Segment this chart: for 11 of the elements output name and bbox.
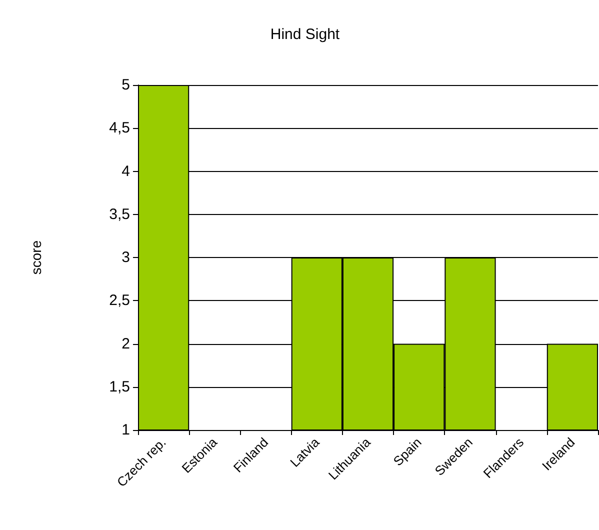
y-tick-label: 1,5 [109,378,130,396]
y-tick-label: 2 [122,335,130,352]
y-tick-label: 1 [122,422,130,438]
y-tick-label: 5 [122,76,130,94]
y-tick-label: 3,5 [109,206,130,223]
chart-title: Hind Sight [270,26,340,43]
y-tick-label: 3 [122,249,130,266]
y-axis-title: score [28,240,44,275]
y-tick-label: 2,5 [109,292,130,310]
y-tick-label: 4,5 [109,120,130,137]
y-tick-label: 4 [122,162,130,180]
